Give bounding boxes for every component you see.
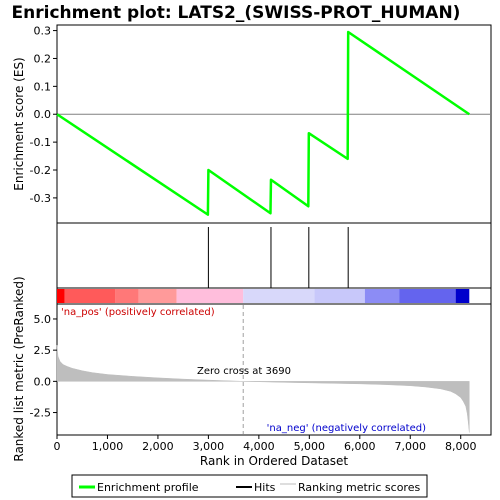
pos-correlated-label: 'na_pos' (positively correlated) — [61, 307, 215, 318]
rank-xtick-label-5: 5,000 — [294, 440, 326, 453]
es-y-axis-label: Enrichment score (ES) — [12, 57, 26, 190]
color-segment-9 — [455, 289, 470, 303]
ranked-metric-area — [56, 305, 470, 434]
hit-markers — [207, 227, 349, 288]
neg-correlated-label: 'na_neg' (negatively correlated) — [267, 423, 426, 434]
es-ytick-label-2: 0.1 — [34, 80, 52, 93]
legend-label-enrichment: Enrichment profile — [97, 481, 199, 494]
metric-area — [56, 345, 470, 433]
rank-ytick-label-2: 0.0 — [34, 375, 52, 388]
es-panel-frame — [56, 24, 492, 224]
es-ytick-label-6: -0.3 — [30, 192, 51, 205]
es-ytick-label-3: 0.0 — [34, 108, 52, 121]
rank-xtick-label-8: 8,000 — [445, 440, 477, 453]
enrichment-profile-line — [56, 30, 471, 216]
chart-title: Enrichment plot: LATS2_(SWISS-PROT_HUMAN… — [12, 3, 461, 23]
color-segment-1 — [64, 289, 116, 303]
es-ytick-label-4: -0.1 — [30, 136, 51, 149]
rank-y-axis-label: Ranked list metric (PreRanked) — [12, 276, 26, 461]
es-ytick-label-1: 0.2 — [34, 52, 52, 65]
rank-xtick-label-4: 4,000 — [243, 440, 275, 453]
es-ytick-label-0: 0.3 — [34, 25, 52, 38]
rank-x-ticks: 0 1,000 2,000 3,000 4,000 5,000 6,000 7,000 8,00… — [54, 435, 477, 453]
color-segment-5 — [243, 289, 315, 303]
zero-cross-label: Zero cross at 3690 — [197, 366, 291, 377]
color-segment-3 — [138, 289, 177, 303]
legend-label-ranking: Ranking metric scores — [298, 481, 420, 494]
rank-xtick-label-0: 0 — [54, 440, 61, 453]
rank-xtick-label-6: 6,000 — [344, 440, 376, 453]
rank-xtick-label-3: 3,000 — [193, 440, 225, 453]
rank-xtick-label-1: 1,000 — [92, 440, 124, 453]
color-segment-6 — [314, 289, 365, 303]
rank-ytick-label-1: 2.5 — [34, 344, 52, 357]
ranking-color-bar — [57, 289, 470, 303]
es-ytick-label-5: -0.2 — [30, 164, 51, 177]
color-segment-7 — [364, 289, 400, 303]
color-segment-0 — [57, 289, 65, 303]
enrichment-profile — [56, 30, 471, 216]
legend-label-hits: Hits — [254, 481, 276, 494]
rank-ytick-label-3: -2.5 — [30, 407, 51, 420]
x-axis-label: Rank in Ordered Dataset — [200, 454, 348, 468]
rank-y-ticks: 5.0 2.5 0.0 -2.5 — [30, 313, 57, 420]
es-y-ticks: 0.3 0.2 0.1 0.0 -0.1 -0.2 -0.3 — [30, 25, 57, 205]
hits-panel-frame — [56, 222, 492, 289]
color-segment-2 — [115, 289, 139, 303]
color-segment-8 — [399, 289, 456, 303]
rank-ytick-label-0: 5.0 — [34, 313, 52, 326]
rank-xtick-label-7: 7,000 — [395, 440, 427, 453]
rank-xtick-label-2: 2,000 — [142, 440, 174, 453]
color-segment-4 — [176, 289, 244, 303]
